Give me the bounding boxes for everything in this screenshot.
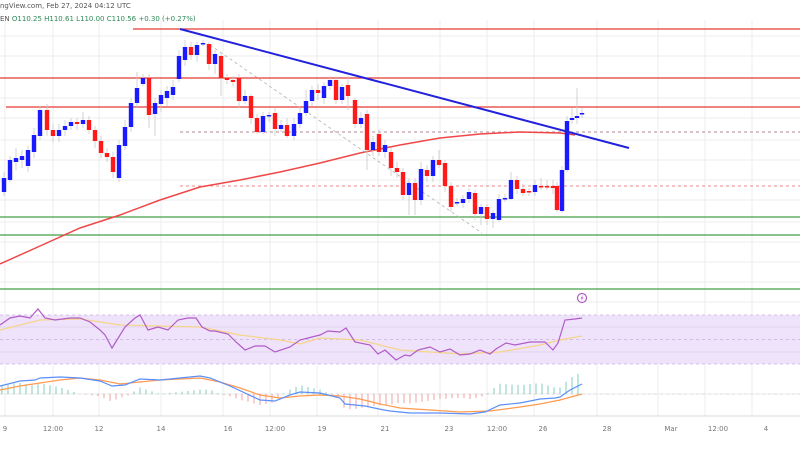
- rsi-band: [0, 314, 800, 365]
- x-axis-tick: 12: [94, 425, 104, 433]
- macd-indicator: [0, 374, 800, 415]
- lightning-bolt-icon[interactable]: [576, 292, 588, 304]
- ohlc-values: O110.25 H110.61 L110.00 C110.56 +0.30 (+…: [11, 15, 196, 23]
- x-axis-tick: 21: [380, 425, 390, 433]
- channel-dashed-line[interactable]: [209, 44, 483, 234]
- candlesticks: [1, 40, 585, 228]
- x-axis-tick: Mar: [664, 425, 678, 433]
- x-axis-tick: 4: [763, 425, 769, 433]
- x-axis-tick: 12:00: [486, 425, 508, 433]
- x-axis-tick: 12:00: [42, 425, 64, 433]
- x-axis-tick: 23: [444, 425, 454, 433]
- x-axis-tick: 19: [317, 425, 327, 433]
- x-axis-tick: 28: [602, 425, 612, 433]
- source-line: ngView.com, Feb 27, 2024 04:12 UTC: [0, 2, 131, 10]
- bearish-trendline[interactable]: [179, 28, 630, 149]
- x-axis-tick: 26: [538, 425, 548, 433]
- x-axis-tick: 16: [223, 425, 233, 433]
- x-axis-tick: 14: [156, 425, 166, 433]
- x-axis-tick: 12:00: [264, 425, 286, 433]
- x-axis-tick: 12:00: [707, 425, 729, 433]
- symbol-suffix: EN: [0, 15, 10, 23]
- rsi-indicator: [0, 308, 583, 361]
- x-axis-tick: 9: [2, 425, 8, 433]
- ohlc-line: EN O110.25 H110.61 L110.00 C110.56 +0.30…: [0, 15, 196, 23]
- moving-average-100: [0, 131, 576, 265]
- horizontal-levels[interactable]: [0, 28, 800, 290]
